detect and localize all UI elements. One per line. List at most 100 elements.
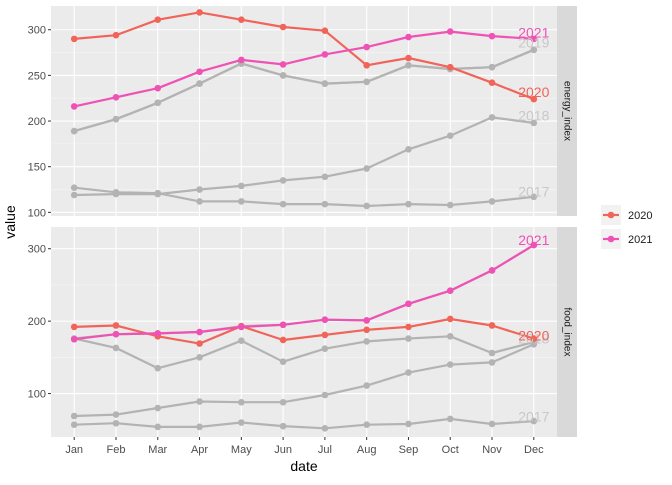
data-point — [154, 423, 162, 431]
data-point — [70, 421, 78, 428]
x-tick-label: Jun — [274, 444, 292, 456]
data-point — [446, 132, 454, 139]
data-point — [446, 28, 454, 35]
data-point — [321, 425, 329, 432]
data-point — [321, 345, 329, 352]
y-tick-label: 300 — [28, 244, 46, 256]
data-point — [154, 330, 162, 337]
data-point — [112, 419, 120, 427]
data-point — [363, 43, 370, 51]
data-point — [196, 198, 203, 205]
data-point — [405, 369, 412, 376]
data-point — [363, 382, 370, 389]
data-point — [238, 419, 245, 426]
facet-strip — [557, 227, 577, 437]
data-point — [196, 68, 203, 76]
y-tick-label: 250 — [28, 70, 46, 82]
series-label: 2020 — [518, 328, 549, 344]
data-point — [279, 61, 287, 68]
data-point — [70, 127, 78, 135]
data-point — [488, 420, 496, 428]
data-point — [112, 322, 120, 329]
data-point — [196, 328, 203, 336]
data-point — [363, 338, 370, 345]
legend: 2020 2021 — [601, 205, 652, 249]
x-tick-label: Jan — [65, 444, 83, 456]
data-point — [196, 340, 203, 347]
facet-label: food_index — [562, 308, 573, 357]
x-axis-title: date — [290, 458, 317, 474]
data-point — [196, 9, 203, 16]
data-point — [488, 267, 496, 274]
data-point — [321, 391, 329, 399]
data-point — [530, 417, 538, 425]
series-label: 2019 — [518, 35, 549, 51]
data-point — [488, 359, 496, 366]
panel-background — [51, 227, 557, 437]
data-point — [112, 344, 120, 352]
series-line-other — [74, 116, 534, 197]
data-point — [321, 331, 329, 339]
data-point — [112, 330, 120, 338]
data-point — [321, 173, 329, 181]
data-point — [279, 358, 287, 365]
data-point — [70, 103, 78, 110]
data-point — [238, 16, 245, 23]
data-point — [488, 349, 496, 357]
data-point — [488, 114, 496, 121]
data-point — [238, 398, 245, 406]
data-point — [196, 398, 203, 405]
data-point — [530, 119, 538, 127]
data-point — [321, 316, 329, 323]
x-tick-label: Nov — [482, 444, 502, 456]
data-point — [196, 354, 203, 361]
x-tick-label: Mar — [148, 444, 167, 456]
x-tick-label: Sep — [399, 444, 419, 456]
data-point — [112, 190, 120, 198]
x-tick-label: Apr — [191, 444, 208, 456]
data-point — [530, 95, 538, 103]
data-point — [363, 202, 370, 210]
x-tick-label: Feb — [106, 444, 125, 456]
data-point — [363, 421, 370, 428]
data-point — [446, 63, 454, 71]
series-label: 2017 — [518, 409, 549, 425]
series-label: 2020 — [518, 84, 549, 100]
data-point — [154, 404, 162, 412]
data-point — [154, 99, 162, 107]
y-tick-label: 300 — [28, 25, 46, 37]
data-point — [405, 300, 412, 308]
data-point — [488, 79, 496, 86]
data-point — [279, 321, 287, 329]
data-point — [446, 333, 454, 340]
series-label: 2017 — [518, 183, 549, 199]
data-point — [446, 201, 454, 209]
x-tick-label: Aug — [357, 444, 377, 456]
series-line-other — [74, 343, 535, 418]
data-point — [154, 190, 162, 198]
data-point — [279, 422, 287, 430]
data-point — [279, 177, 287, 184]
data-point — [321, 27, 329, 34]
data-point — [238, 198, 245, 205]
data-point — [70, 412, 78, 420]
series-line-2020 — [74, 11, 535, 101]
data-point — [196, 80, 203, 87]
data-point — [321, 51, 329, 58]
data-point — [405, 420, 412, 428]
data-point — [446, 315, 454, 323]
data-point — [238, 337, 245, 344]
legend-label: 2021 — [628, 234, 652, 246]
data-point — [530, 335, 538, 342]
data-point — [488, 63, 496, 71]
y-tick-label: 100 — [28, 207, 46, 219]
data-point — [405, 33, 412, 41]
data-point — [196, 186, 203, 193]
data-point — [154, 16, 162, 23]
data-point — [279, 200, 287, 208]
data-point — [279, 23, 287, 31]
data-point — [363, 165, 370, 172]
data-point — [238, 323, 245, 331]
data-point — [238, 182, 245, 190]
